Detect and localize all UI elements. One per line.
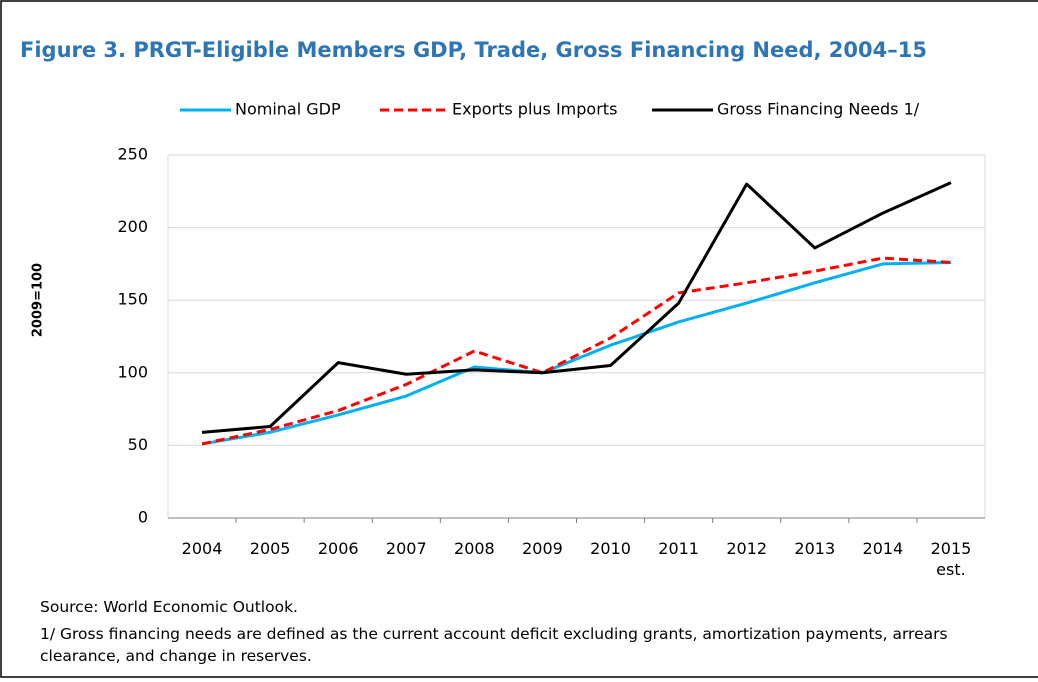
y-tick-label: 0 [138,508,148,527]
x-tick-label: 2013 [794,539,836,558]
x-tick-label: 2007 [385,539,427,558]
x-tick-label: 2012 [726,539,768,558]
x-tick-label: 2015 est. [930,539,972,579]
y-tick-label: 250 [117,145,148,164]
note: 1/ Gross financing needs are defined as … [40,625,948,665]
legend-label: Exports plus Imports [452,100,617,119]
chart-title: Figure 3. PRGT-Eligible Members GDP, Tra… [20,38,927,62]
legend-label: Gross Financing Needs 1/ [717,100,920,119]
y-tick-label: 50 [128,435,148,454]
x-tick-label: 2011 [658,539,699,558]
x-tick-label: 2010 [590,539,631,558]
x-tick-label: 2009 [522,539,563,558]
x-tick-label: 2004 [181,539,223,558]
x-tick-label: 2006 [317,539,359,558]
x-tick-label: 2008 [454,539,495,558]
series-line [201,256,952,446]
y-tick-label: 200 [117,217,148,236]
y-tick-label: 100 [117,362,148,381]
legend-label: Nominal GDP [235,100,341,119]
series-line [201,181,952,434]
x-tick-label: 2005 [249,539,291,558]
series-line [201,260,951,446]
y-tick-label: 150 [117,290,148,309]
source: Source: World Economic Outlook. [40,598,298,616]
y-axis-label: 2009=100 [31,263,46,337]
x-tick-label: 2014 [862,539,904,558]
